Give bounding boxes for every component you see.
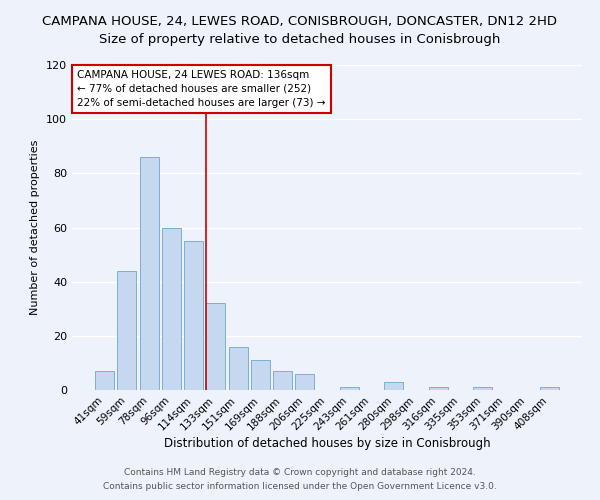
Bar — [251, 360, 270, 390]
Bar — [184, 241, 203, 390]
Text: Contains public sector information licensed under the Open Government Licence v3: Contains public sector information licen… — [103, 482, 497, 491]
Bar — [229, 346, 248, 390]
Bar — [429, 388, 448, 390]
X-axis label: Distribution of detached houses by size in Conisbrough: Distribution of detached houses by size … — [164, 438, 490, 450]
Y-axis label: Number of detached properties: Number of detached properties — [31, 140, 40, 315]
Bar — [118, 271, 136, 390]
Text: Size of property relative to detached houses in Conisbrough: Size of property relative to detached ho… — [100, 32, 500, 46]
Bar — [295, 374, 314, 390]
Text: CAMPANA HOUSE, 24 LEWES ROAD: 136sqm
← 77% of detached houses are smaller (252)
: CAMPANA HOUSE, 24 LEWES ROAD: 136sqm ← 7… — [77, 70, 326, 108]
Bar — [206, 304, 225, 390]
Bar — [273, 371, 292, 390]
Bar — [340, 388, 359, 390]
Bar — [473, 388, 492, 390]
Text: Contains HM Land Registry data © Crown copyright and database right 2024.: Contains HM Land Registry data © Crown c… — [124, 468, 476, 477]
Bar — [384, 382, 403, 390]
Text: CAMPANA HOUSE, 24, LEWES ROAD, CONISBROUGH, DONCASTER, DN12 2HD: CAMPANA HOUSE, 24, LEWES ROAD, CONISBROU… — [43, 15, 557, 28]
Bar — [162, 228, 181, 390]
Bar — [140, 157, 158, 390]
Bar — [540, 388, 559, 390]
Bar — [95, 371, 114, 390]
